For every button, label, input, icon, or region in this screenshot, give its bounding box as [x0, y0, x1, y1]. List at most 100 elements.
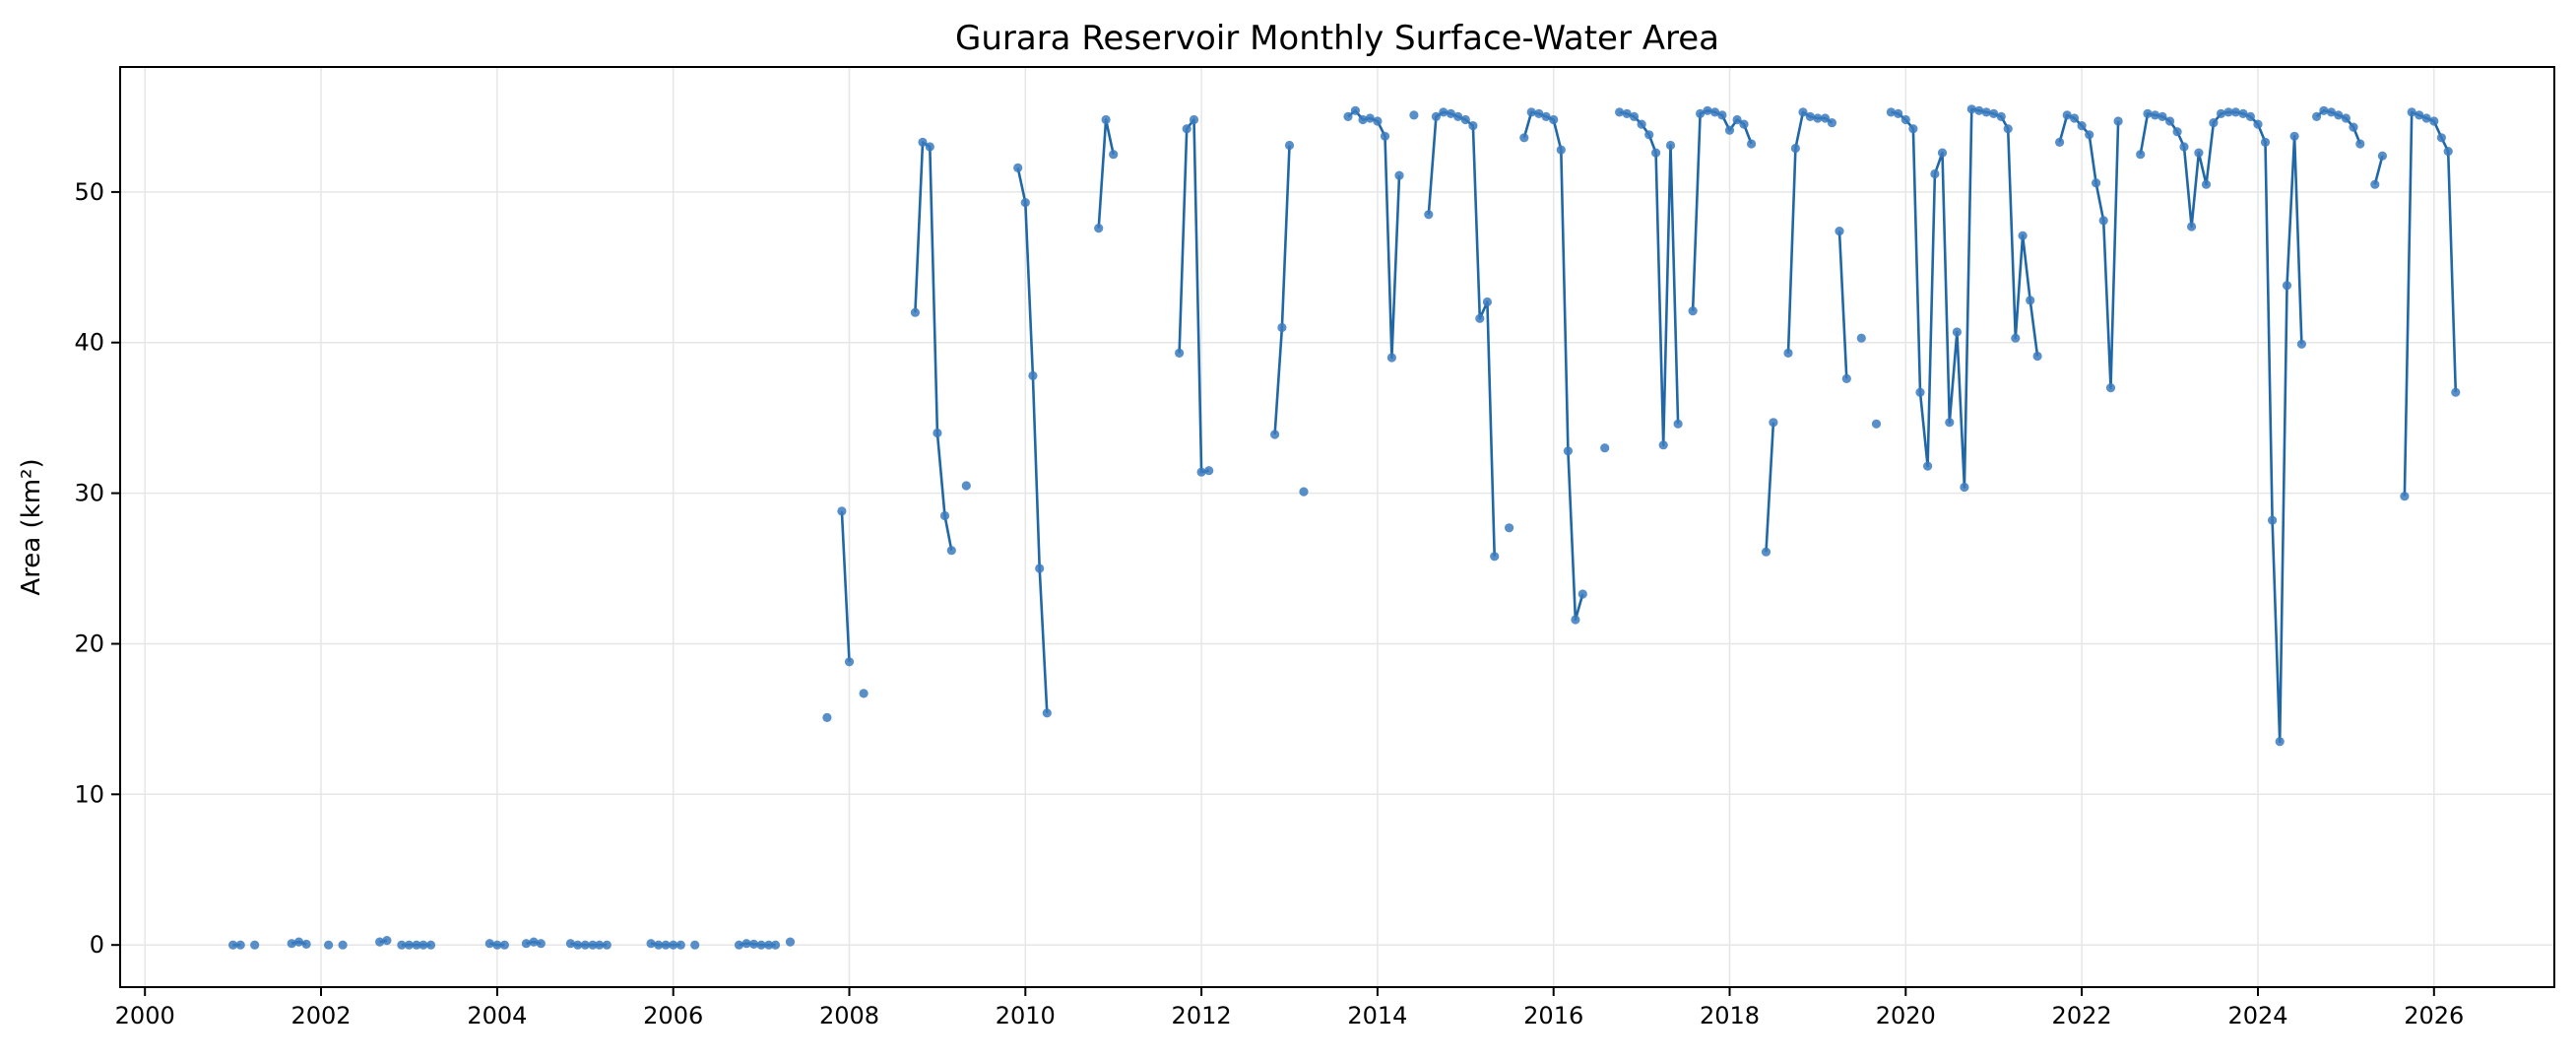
- data-point: [933, 428, 942, 438]
- data-point: [1196, 467, 1206, 477]
- data-point: [1989, 108, 1999, 118]
- data-point: [2062, 110, 2072, 120]
- data-point: [2011, 333, 2021, 343]
- data-point: [1482, 297, 1492, 307]
- y-tick-label: 50: [74, 178, 104, 206]
- data-point: [1284, 140, 1295, 151]
- data-point: [1386, 353, 1396, 363]
- data-point: [859, 689, 869, 698]
- data-point: [1710, 107, 1720, 117]
- data-point: [756, 940, 766, 950]
- data-point: [939, 510, 950, 521]
- data-point: [2296, 339, 2306, 349]
- data-point: [602, 940, 612, 950]
- data-point: [2253, 119, 2263, 129]
- data-point: [676, 940, 685, 950]
- x-tick-label: 2014: [1347, 1002, 1407, 1029]
- data-point: [412, 940, 421, 950]
- data-point: [2370, 179, 2380, 189]
- data-point: [1013, 163, 1023, 172]
- data-point: [2238, 108, 2248, 118]
- y-axis-label: Area (km²): [17, 458, 46, 595]
- data-point: [419, 940, 428, 950]
- data-point: [844, 657, 855, 667]
- data-point: [1394, 170, 1404, 180]
- data-point: [235, 940, 245, 950]
- data-point: [1380, 131, 1390, 141]
- data-point: [588, 940, 598, 950]
- data-point: [1343, 111, 1353, 121]
- data-point: [1820, 113, 1831, 123]
- data-point: [492, 940, 502, 950]
- data-point: [1790, 143, 1800, 154]
- data-point: [1732, 114, 1742, 125]
- data-point: [1600, 443, 1610, 453]
- data-point: [2260, 137, 2271, 147]
- data-point: [690, 940, 700, 950]
- data-point: [1871, 419, 1882, 429]
- data-point: [1035, 564, 1045, 573]
- x-tick-label: 2008: [819, 1002, 879, 1029]
- data-point: [1960, 482, 1969, 493]
- data-point: [654, 940, 664, 950]
- data-point: [1439, 107, 1449, 117]
- data-point: [2400, 492, 2410, 501]
- x-tick-label: 2012: [1172, 1002, 1232, 1029]
- data-point: [2018, 231, 2028, 240]
- data-point: [1299, 487, 1309, 497]
- data-point: [646, 939, 656, 949]
- data-point: [2436, 133, 2446, 143]
- data-point: [2230, 107, 2240, 117]
- chart-title: Gurara Reservoir Monthly Surface-Water A…: [955, 19, 1719, 58]
- data-point: [1813, 113, 1823, 123]
- data-point: [228, 940, 238, 950]
- data-point: [2407, 107, 2416, 117]
- data-point: [2113, 116, 2123, 126]
- data-point: [748, 939, 759, 950]
- data-point: [2415, 110, 2424, 120]
- data-point: [1563, 446, 1573, 456]
- data-point: [1886, 107, 1896, 117]
- data-point: [1020, 198, 1030, 208]
- data-point: [2055, 137, 2065, 147]
- data-point: [1094, 224, 1104, 233]
- x-tick-label: 2020: [1876, 1002, 1936, 1029]
- data-point: [2289, 131, 2299, 141]
- data-point: [2334, 110, 2344, 120]
- data-point: [910, 307, 921, 317]
- data-point: [1534, 108, 1544, 118]
- data-point: [946, 546, 956, 556]
- data-point: [785, 937, 796, 947]
- grid: [120, 67, 2554, 987]
- data-point: [1042, 708, 1052, 718]
- data-point: [1270, 430, 1280, 439]
- data-point: [2194, 148, 2204, 158]
- data-point: [1841, 373, 1851, 383]
- data-point: [1424, 210, 1434, 220]
- data-point: [1673, 419, 1683, 429]
- data-point: [1622, 108, 1632, 118]
- data-point: [375, 937, 385, 947]
- data-point: [1658, 440, 1668, 450]
- series-line-segment: [1765, 422, 1775, 553]
- data-point: [2282, 281, 2292, 291]
- data-point: [961, 481, 971, 491]
- data-point: [2275, 737, 2285, 747]
- y-tick-label: 40: [74, 329, 104, 357]
- data-point: [1475, 313, 1485, 323]
- data-point: [1526, 107, 1536, 117]
- data-point: [2143, 108, 2153, 118]
- data-point: [925, 142, 934, 152]
- series-area-km2: [228, 104, 2461, 950]
- data-point: [1460, 114, 1470, 125]
- x-tick-label: 2016: [1523, 1002, 1583, 1029]
- data-point: [1409, 110, 1419, 120]
- data-point: [250, 940, 260, 950]
- data-point: [1556, 145, 1566, 155]
- data-point: [2216, 108, 2226, 118]
- data-point: [1900, 114, 1910, 125]
- x-tick-label: 2018: [1700, 1002, 1760, 1029]
- series-line-segment: [2373, 155, 2384, 185]
- data-point: [521, 939, 532, 949]
- data-point: [1578, 589, 1587, 599]
